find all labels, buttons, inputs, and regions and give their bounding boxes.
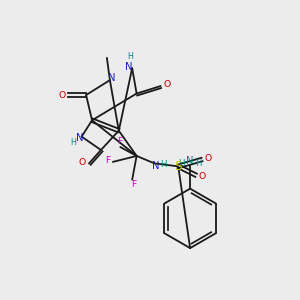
Text: H: H: [195, 160, 202, 169]
Text: N: N: [186, 156, 194, 166]
Text: O: O: [79, 158, 86, 167]
Text: O: O: [163, 80, 171, 89]
Text: F: F: [117, 137, 122, 146]
Text: H: H: [160, 160, 167, 169]
Text: O: O: [199, 172, 206, 181]
Text: S: S: [174, 160, 182, 173]
Text: N: N: [108, 73, 115, 83]
Text: N: N: [125, 62, 133, 72]
Text: N: N: [152, 161, 160, 171]
Text: H: H: [128, 52, 134, 62]
Text: O: O: [205, 154, 212, 163]
Text: N: N: [76, 133, 83, 143]
Text: O: O: [58, 91, 65, 100]
Text: H: H: [178, 160, 185, 169]
Text: H: H: [70, 138, 76, 147]
Text: F: F: [105, 156, 110, 165]
Text: F: F: [131, 180, 136, 189]
